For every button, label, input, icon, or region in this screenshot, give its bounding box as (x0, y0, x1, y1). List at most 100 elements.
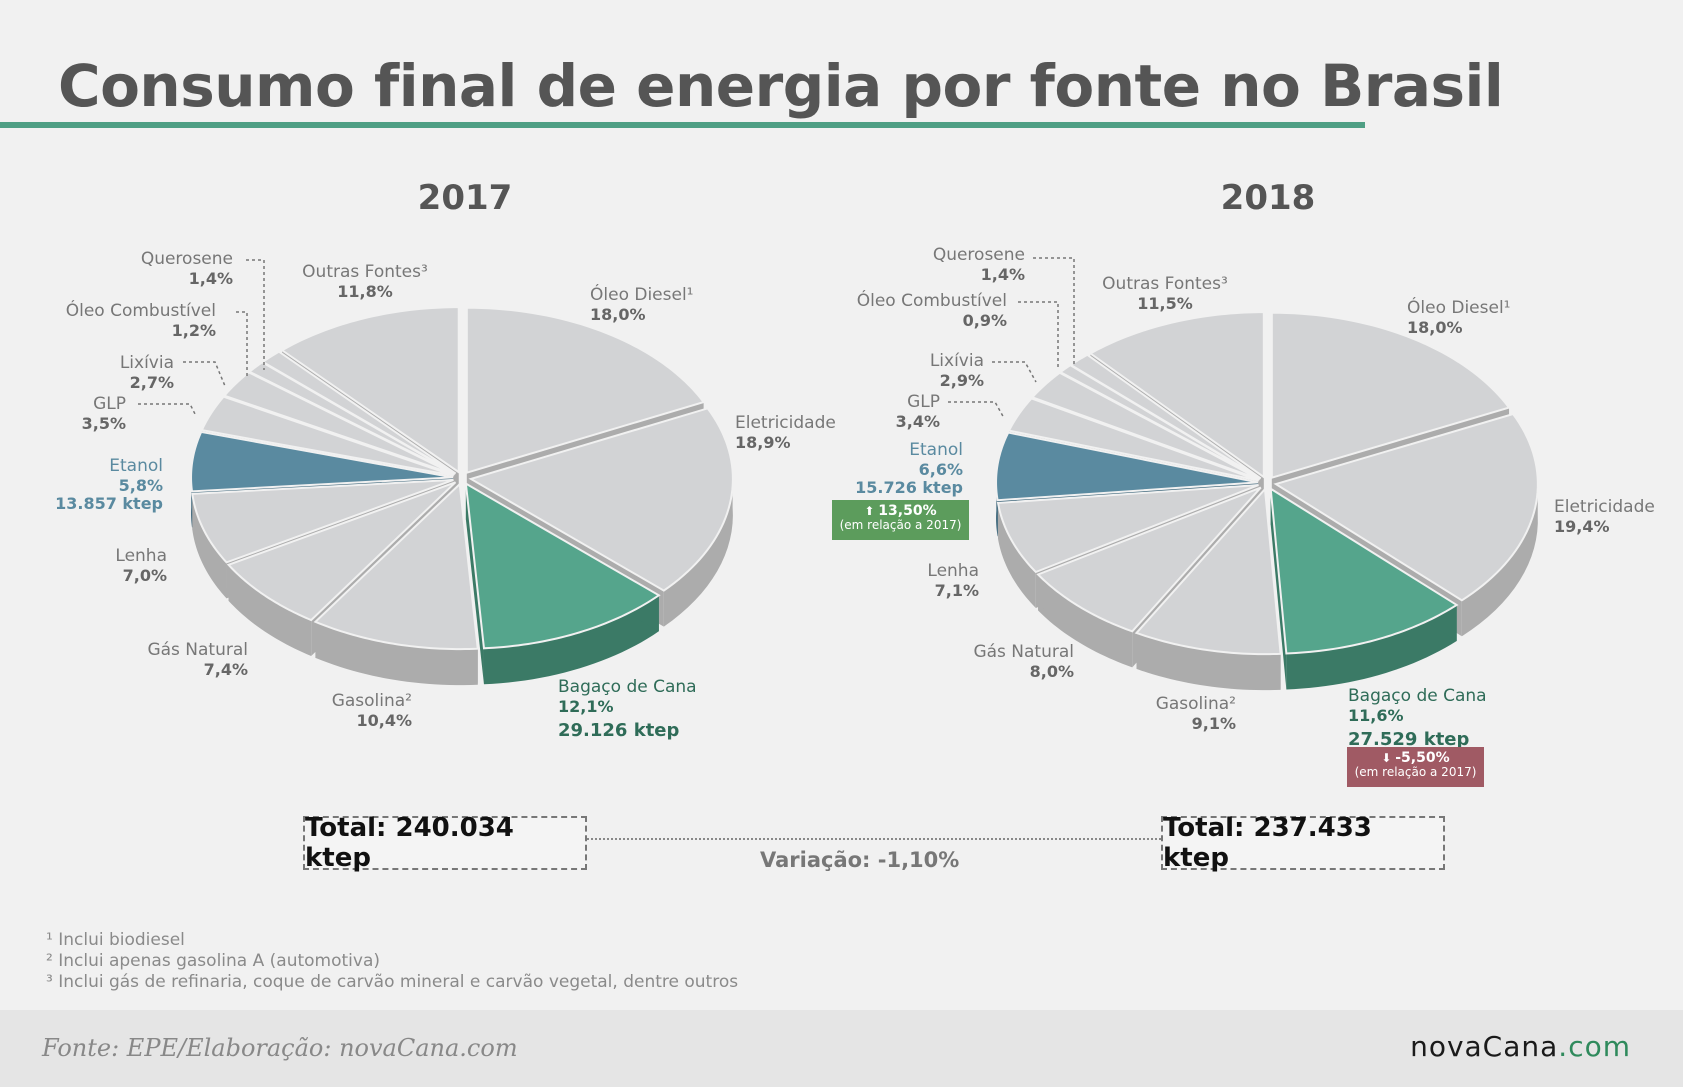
slice-value-1-2: 11,6% (1348, 706, 1404, 725)
slice-value-1-5: 7,1% (935, 581, 979, 600)
slice-value-0-3: 10,4% (356, 711, 412, 730)
slice-value-0-1: 18,9% (735, 433, 791, 452)
pie-side-0-7 (663, 471, 733, 627)
pie-slice-0-11 (280, 306, 460, 475)
slice-extra-1-2: 27.529 ktep (1348, 729, 1470, 750)
slice-value-1-4: 8,0% (1030, 662, 1074, 681)
slice-label-1-8: Lixívia (930, 351, 984, 371)
pie-slice-0-5 (191, 478, 454, 564)
leader-line-0-1 (183, 361, 226, 387)
slice-value-0-9: 1,2% (172, 321, 216, 340)
pie-slice-1-9 (1058, 364, 1261, 480)
slice-value-0-8: 2,7% (130, 373, 174, 392)
leader-line-1-1 (992, 361, 1037, 383)
page-title: Consumo final de energia por fonte no Br… (58, 52, 1504, 120)
total-2018-box: Total: 237.433 ktep (1161, 813, 1445, 873)
pie-slice-0-6 (190, 430, 454, 493)
pie-side-1-6 (996, 474, 998, 537)
pie-slice-0-3 (313, 481, 479, 651)
slice-label-1-0: Óleo Diesel¹ (1407, 296, 1511, 318)
footer-bar (0, 1010, 1683, 1087)
title-underline (0, 122, 1365, 128)
slice-value-1-10: 1,4% (981, 265, 1025, 284)
slice-value-0-4: 7,4% (204, 660, 248, 679)
pie-slice-1-4 (1036, 486, 1262, 633)
slice-value-1-9: 0,9% (963, 311, 1007, 330)
leader-line-1-2 (1018, 301, 1059, 368)
slice-value-0-0: 18,0% (590, 305, 646, 324)
slice-extra-0-2: 29.126 ktep (558, 720, 680, 741)
slice-label-0-1: Eletricidade (735, 413, 836, 433)
etanol-change-note: (em relação a 2017) (839, 518, 962, 532)
etanol-change-pct: 13,50% (878, 503, 937, 519)
slice-label-1-10: Querosene (933, 245, 1025, 265)
pie-slice-0-1 (468, 407, 734, 592)
leader-line-0-0 (138, 403, 197, 417)
pie-slice-0-4 (226, 481, 457, 622)
slice-label-0-5: Lenha (115, 546, 167, 566)
pie-side-0-10 (483, 595, 659, 685)
pie-side-1-10 (1286, 604, 1457, 690)
slice-label-1-3: Gasolina² (1156, 694, 1236, 714)
slice-label-1-1: Eletricidade (1554, 497, 1655, 517)
bagaco-change-pct: -5,50% (1395, 750, 1450, 766)
pie-slice-0-7 (200, 395, 454, 477)
slice-value-1-3: 9,1% (1192, 714, 1236, 733)
pie-slice-1-3 (1134, 486, 1282, 656)
leader-line-1-3 (1033, 257, 1075, 364)
slice-value-1-11: 11,5% (1137, 294, 1193, 313)
year-2018: 2018 (1220, 178, 1316, 218)
slice-extra-1-6: 15.726 ktep (855, 478, 963, 497)
slice-value-1-1: 19,4% (1554, 517, 1610, 536)
pie-slice-1-7 (1007, 397, 1260, 482)
slice-label-1-4: Gás Natural (973, 642, 1074, 662)
slice-value-0-7: 3,5% (82, 414, 126, 433)
slice-value-0-5: 7,0% (123, 566, 167, 585)
pie-side-1-8 (998, 502, 1036, 609)
leader-line-0-3 (246, 259, 265, 370)
slice-value-1-6: 6,6% (919, 460, 963, 479)
bagaco-change-note: (em relação a 2017) (1354, 765, 1477, 779)
slice-value-0-10: 1,4% (189, 269, 233, 288)
slice-value-1-7: 3,4% (896, 412, 940, 431)
slice-label-0-9: Óleo Combustível (66, 299, 216, 321)
slice-label-1-11: Outras Fontes³ (1102, 274, 1228, 294)
pie-slice-1-10 (1068, 353, 1262, 480)
brand-logo: novaCana.com (1410, 1030, 1631, 1063)
slice-label-0-11: Outras Fontes³ (302, 262, 428, 282)
slice-label-0-3: Gasolina² (332, 691, 412, 711)
pie-slice-0-9 (247, 361, 456, 475)
leader-line-0-2 (236, 311, 248, 376)
pie-slice-0-0 (465, 306, 706, 475)
slice-label-1-5: Lenha (927, 561, 979, 581)
pie-slice-0-10 (260, 350, 457, 475)
source-credit: Fonte: EPE/Elaboração: novaCana.com (42, 1034, 518, 1062)
slice-label-0-4: Gás Natural (147, 640, 248, 660)
pie-slice-1-0 (1270, 311, 1511, 480)
pie-slice-1-6 (995, 431, 1259, 502)
slice-label-1-9: Óleo Combustível (857, 289, 1007, 311)
pie-slice-1-11 (1088, 311, 1265, 480)
slice-label-0-0: Óleo Diesel¹ (590, 283, 694, 305)
slice-label-0-6: Etanol (109, 456, 163, 476)
slice-label-0-8: Lixívia (120, 353, 174, 373)
slice-label-0-2: Bagaço de Cana (558, 677, 697, 697)
pie-slice-1-8 (1030, 371, 1261, 481)
etanol-change-badge: ⬆ 13,50% (em relação a 2017) (832, 500, 969, 540)
arrow-down-icon: ⬇ (1381, 751, 1392, 765)
slice-value-0-2: 12,1% (558, 697, 614, 716)
total-2017-box: Total: 240.034 ktep (303, 813, 587, 873)
slice-label-1-2: Bagaço de Cana (1348, 686, 1487, 706)
bagaco-change-badge: ⬇ -5,50% (em relação a 2017) (1347, 747, 1484, 787)
slice-label-1-6: Etanol (909, 440, 963, 460)
slice-value-0-6: 5,8% (119, 476, 163, 495)
pie-side-1-11 (1136, 632, 1281, 691)
pie-charts: Óleo Diesel¹18,0%Eletricidade18,9%Bagaço… (55, 245, 1655, 750)
arrow-up-icon: ⬆ (864, 504, 875, 518)
slice-extra-0-6: 13.857 ktep (55, 494, 163, 513)
slice-label-0-10: Querosene (141, 249, 233, 269)
pie-slice-0-2 (464, 481, 661, 650)
pie-slice-1-2 (1269, 486, 1459, 655)
